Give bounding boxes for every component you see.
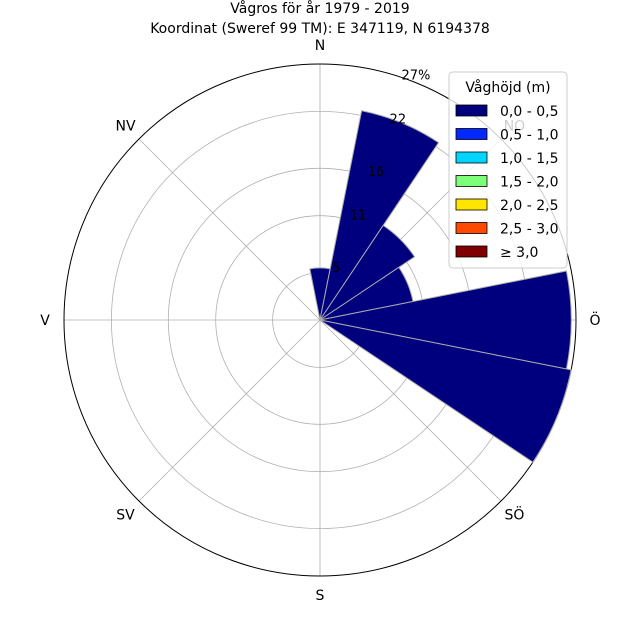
direction-label: V — [40, 313, 50, 329]
legend-label: 0,5 - 1,0 — [500, 128, 558, 144]
sector-bar — [319, 319, 572, 463]
sector-bar — [319, 110, 440, 321]
direction-label: Ö — [589, 311, 600, 329]
legend-label: 0,0 - 0,5 — [500, 104, 558, 120]
direction-label: N — [315, 38, 325, 54]
grid-spoke — [319, 319, 502, 502]
legend-swatch — [455, 198, 488, 211]
legend-swatch — [455, 104, 488, 117]
legend-swatch — [455, 245, 488, 258]
legend-swatch — [455, 128, 488, 140]
sector-bar — [319, 224, 416, 321]
legend-swatch — [455, 222, 488, 234]
outer-ring — [63, 63, 577, 577]
radial-tick-label: 22 — [390, 112, 407, 127]
legend-label: 2,5 - 3,0 — [500, 222, 558, 238]
legend-title: Våghöjd (m) — [465, 79, 550, 96]
legend-swatch — [455, 151, 488, 164]
legend-items: 0,0 - 0,5 0,5 - 1,0 1,0 - 1,5 1,5 - 2,0 2,0 … — [455, 104, 558, 261]
legend-swatch — [455, 175, 488, 187]
direction-label: SÖ — [505, 505, 525, 523]
chart-subtitle: Koordinat (Sweref 99 TM): E 347119, N 61… — [150, 21, 490, 37]
grid-spoke — [138, 138, 321, 321]
direction-labels: NNOÖSÖSSVVNV — [40, 38, 600, 604]
radial-tick-label: 11 — [350, 209, 367, 224]
radial-tick-labels: 5 11 16 22 27% — [332, 68, 430, 276]
legend-frame — [448, 71, 568, 269]
legend-label: ≥ 3,0 — [500, 245, 538, 261]
sector-bars — [309, 110, 572, 463]
direction-label: S — [316, 588, 325, 604]
chart-title: Vågros för år 1979 - 2019 — [230, 0, 409, 17]
direction-label: SV — [116, 507, 135, 523]
legend-label: 1,5 - 2,0 — [500, 175, 558, 191]
legend: Våghöjd (m) 0,0 - 0,5 0,5 - 1,0 1,0 - 1,5 1… — [448, 71, 568, 269]
radial-tick-label: 5 — [332, 261, 340, 276]
grid-spoke — [138, 319, 321, 502]
direction-label: NV — [116, 119, 136, 135]
radial-tick-label: 27% — [402, 68, 431, 83]
legend-label: 1,0 - 1,5 — [500, 151, 558, 167]
radial-tick-label: 16 — [368, 165, 385, 180]
legend-label: 2,0 - 2,5 — [500, 198, 558, 214]
